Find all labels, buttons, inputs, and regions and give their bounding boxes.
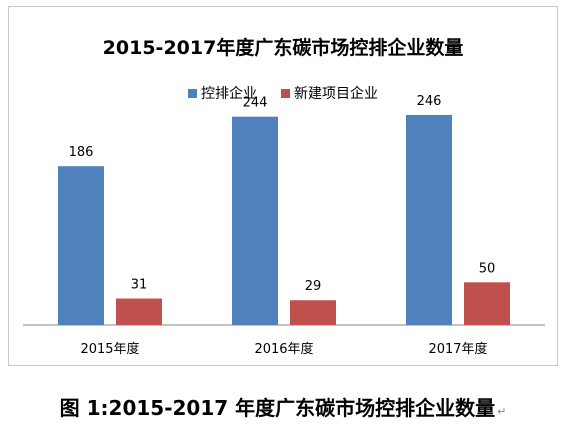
bar-series-1-2 (232, 116, 278, 326)
bar-plot: 186 31 2015年度 244 29 2016年度 246 50 2017年度 (23, 94, 545, 357)
chart-legend: 控排企业 新建项目企业 (9, 83, 557, 103)
data-label-series-2-2: 29 (305, 279, 322, 294)
legend-swatch-series-1 (188, 88, 197, 98)
return-mark-icon: ↵ (497, 405, 507, 418)
legend-swatch-series-2 (281, 88, 290, 98)
legend-label-series-1: 控排企业 (201, 86, 257, 102)
figure-caption: 图 1:2015-2017 年度广东碳市场控排企业数量 ↵ (0, 392, 566, 421)
x-tick-label-3: 2017年度 (428, 341, 487, 357)
caption-text: 图 1:2015-2017 年度广东碳市场控排企业数量 (59, 396, 496, 420)
data-label-series-1-2: 244 (243, 96, 268, 111)
bar-series-1-3 (406, 114, 452, 325)
bar-series-2-3 (464, 282, 510, 325)
legend-item-series-1: 控排企业 (188, 83, 257, 103)
x-tick-label-1: 2015年度 (80, 341, 139, 357)
data-label-series-1-3: 246 (417, 94, 442, 109)
data-label-series-1-1: 186 (69, 145, 94, 160)
bar-series-1-1 (58, 166, 104, 325)
data-label-series-2-3: 50 (479, 261, 496, 276)
legend-item-series-2: 新建项目企业 (281, 83, 378, 103)
bar-series-2-1 (116, 298, 162, 325)
bar-series-2-2 (290, 300, 336, 325)
x-tick-label-2: 2016年度 (254, 341, 313, 357)
data-label-series-2-1: 31 (131, 278, 148, 293)
chart-frame: 2015-2017年度广东碳市场控排企业数量 控排企业 新建项目企业 186 31… (8, 6, 558, 366)
chart-title: 2015-2017年度广东碳市场控排企业数量 (102, 37, 464, 59)
legend-label-series-2: 新建项目企业 (294, 86, 378, 102)
